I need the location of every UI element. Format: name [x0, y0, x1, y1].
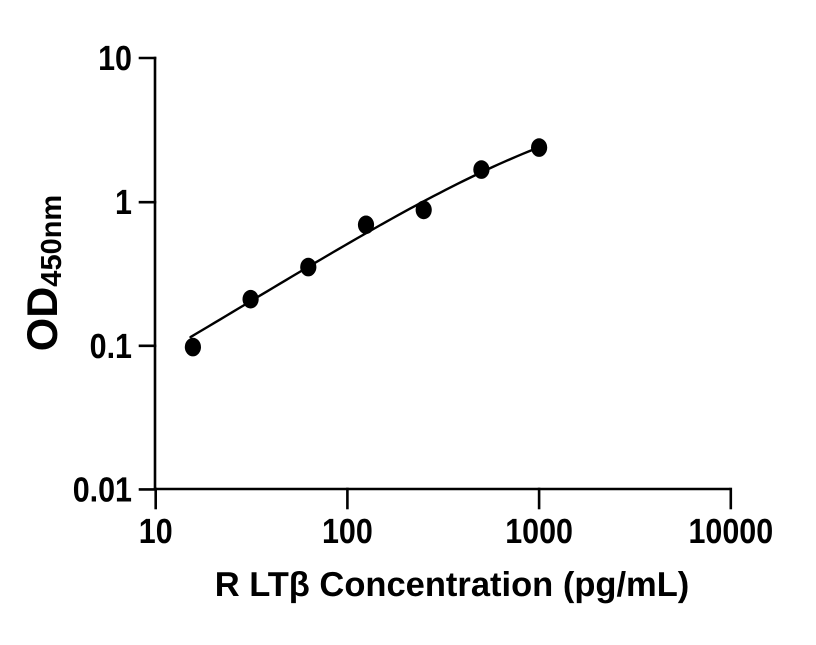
svg-text:OD450nm: OD450nm [19, 195, 68, 351]
svg-text:1000: 1000 [505, 512, 573, 551]
svg-text:10: 10 [139, 512, 173, 551]
svg-text:100: 100 [322, 512, 373, 551]
svg-text:0.1: 0.1 [90, 327, 132, 366]
svg-text:R LTβ Concentration (pg/mL): R LTβ Concentration (pg/mL) [215, 566, 690, 604]
svg-text:10: 10 [98, 39, 132, 78]
svg-text:1: 1 [115, 183, 132, 222]
svg-text:0.01: 0.01 [73, 470, 132, 509]
svg-text:10000: 10000 [688, 512, 773, 551]
